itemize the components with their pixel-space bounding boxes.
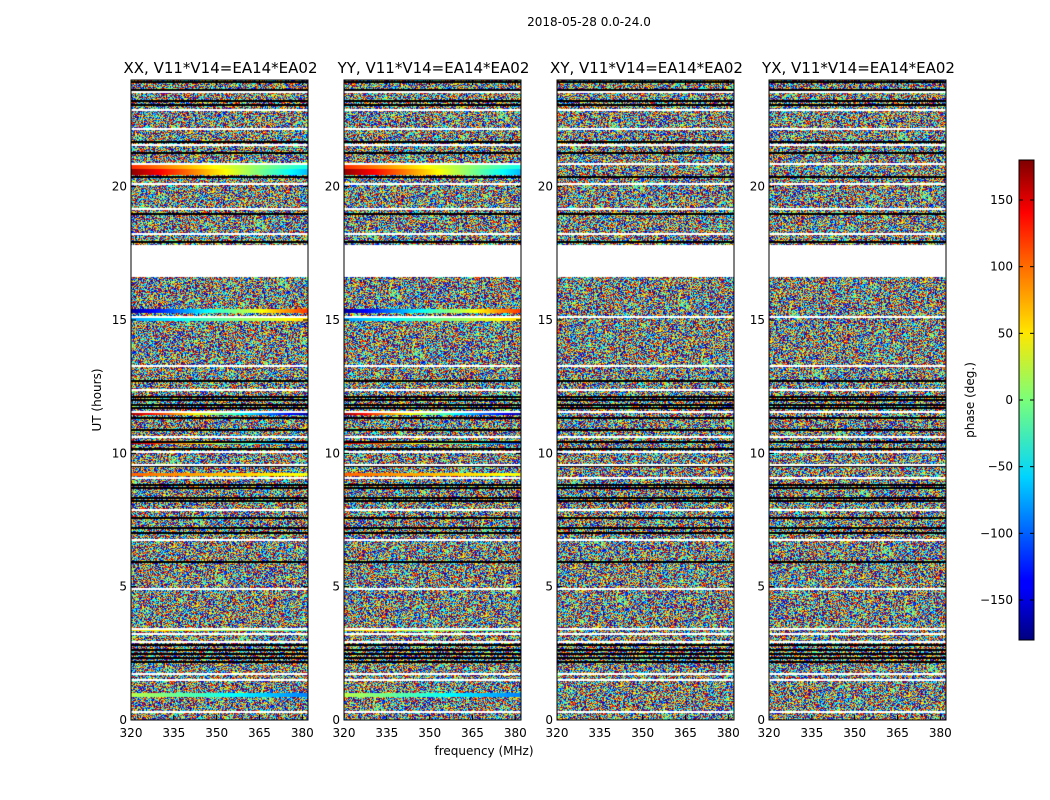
y-tick-label: 20 [325, 180, 340, 194]
panel-heatmap [769, 80, 946, 720]
panel-title: YX, V11*V14=EA14*EA02 [761, 59, 955, 77]
x-tick-label: 350 [418, 726, 441, 740]
x-tick-label: 335 [588, 726, 611, 740]
panel-2: XY, V11*V14=EA14*EA02 320 335 350 365 380 0 5 10… [538, 59, 743, 740]
y-tick-label: 5 [332, 580, 340, 594]
panel-frame [130, 79, 309, 721]
x-tick-label: 350 [631, 726, 654, 740]
y-tick-label: 20 [750, 180, 765, 194]
y-tick-label: 15 [750, 313, 765, 327]
y-tick-label: 15 [112, 313, 127, 327]
y-tick-label: 0 [332, 713, 340, 727]
y-tick-label: 10 [112, 446, 127, 460]
colorbar-ticks: 150 100 50 0 −50 −100 −150 [980, 193, 1034, 607]
x-tick-label: 380 [717, 726, 740, 740]
x-tick-label: 380 [929, 726, 952, 740]
panel-heatmap [344, 80, 521, 720]
y-tick-label: 0 [119, 713, 127, 727]
x-tick-label: 365 [886, 726, 909, 740]
x-axis-label: frequency (MHz) [434, 744, 533, 758]
colorbar: 150 100 50 0 −50 −100 −150 phase (deg.) [963, 159, 1035, 641]
colorbar-tick-label: 100 [990, 260, 1013, 274]
panel-title: YY, V11*V14=EA14*EA02 [337, 59, 530, 77]
y-axis-label: UT (hours) [90, 368, 104, 431]
panel-frame [343, 79, 522, 721]
x-tick-label: 320 [758, 726, 781, 740]
y-tick-label: 15 [538, 313, 553, 327]
panel-heatmap [131, 80, 308, 720]
y-tick-label: 10 [325, 446, 340, 460]
y-tick-label: 10 [750, 446, 765, 460]
y-tick-label: 0 [545, 713, 553, 727]
x-tick-label: 350 [843, 726, 866, 740]
x-tick-label: 365 [248, 726, 271, 740]
x-tick-label: 335 [162, 726, 185, 740]
x-tick-label: 380 [291, 726, 314, 740]
x-tick-label: 365 [674, 726, 697, 740]
colorbar-tick-label: −50 [988, 460, 1013, 474]
x-tick-label: 320 [333, 726, 356, 740]
x-tick-label: 350 [205, 726, 228, 740]
y-tick-label: 20 [112, 180, 127, 194]
figure-title: 2018-05-28 0.0-24.0 [527, 15, 651, 29]
y-tick-label: 5 [545, 580, 553, 594]
x-tick-label: 320 [120, 726, 143, 740]
x-tick-label: 380 [504, 726, 527, 740]
panel-1: YY, V11*V14=EA14*EA02 320 335 350 365 380 0 5 10… [325, 59, 530, 740]
panel-0: XX, V11*V14=EA14*EA02 320 335 350 365 380 0 5 10… [112, 59, 318, 740]
panel-frame [768, 79, 947, 721]
x-tick-label: 365 [461, 726, 484, 740]
x-tick-label: 335 [375, 726, 398, 740]
x-tick-label: 320 [546, 726, 569, 740]
y-tick-label: 15 [325, 313, 340, 327]
panels: XX, V11*V14=EA14*EA02 320 335 350 365 380 0 5 10… [112, 59, 955, 740]
y-tick-label: 0 [757, 713, 765, 727]
panel-frame [556, 79, 735, 721]
colorbar-label: phase (deg.) [963, 362, 977, 438]
y-tick-label: 5 [757, 580, 765, 594]
x-tick-label: 335 [800, 726, 823, 740]
colorbar-tick-label: −100 [980, 526, 1013, 540]
y-tick-label: 10 [538, 446, 553, 460]
y-tick-label: 5 [119, 580, 127, 594]
colorbar-tick-label: 150 [990, 193, 1013, 207]
y-tick-label: 20 [538, 180, 553, 194]
panel-title: XX, V11*V14=EA14*EA02 [123, 59, 317, 77]
colorbar-tick-label: 50 [998, 326, 1013, 340]
colorbar-tick-label: −150 [980, 593, 1013, 607]
panel-title: XY, V11*V14=EA14*EA02 [550, 59, 743, 77]
panel-3: YX, V11*V14=EA14*EA02 320 335 350 365 380 0 5 10… [750, 59, 955, 740]
panel-heatmap [557, 80, 734, 720]
colorbar-tick-label: 0 [1005, 393, 1013, 407]
